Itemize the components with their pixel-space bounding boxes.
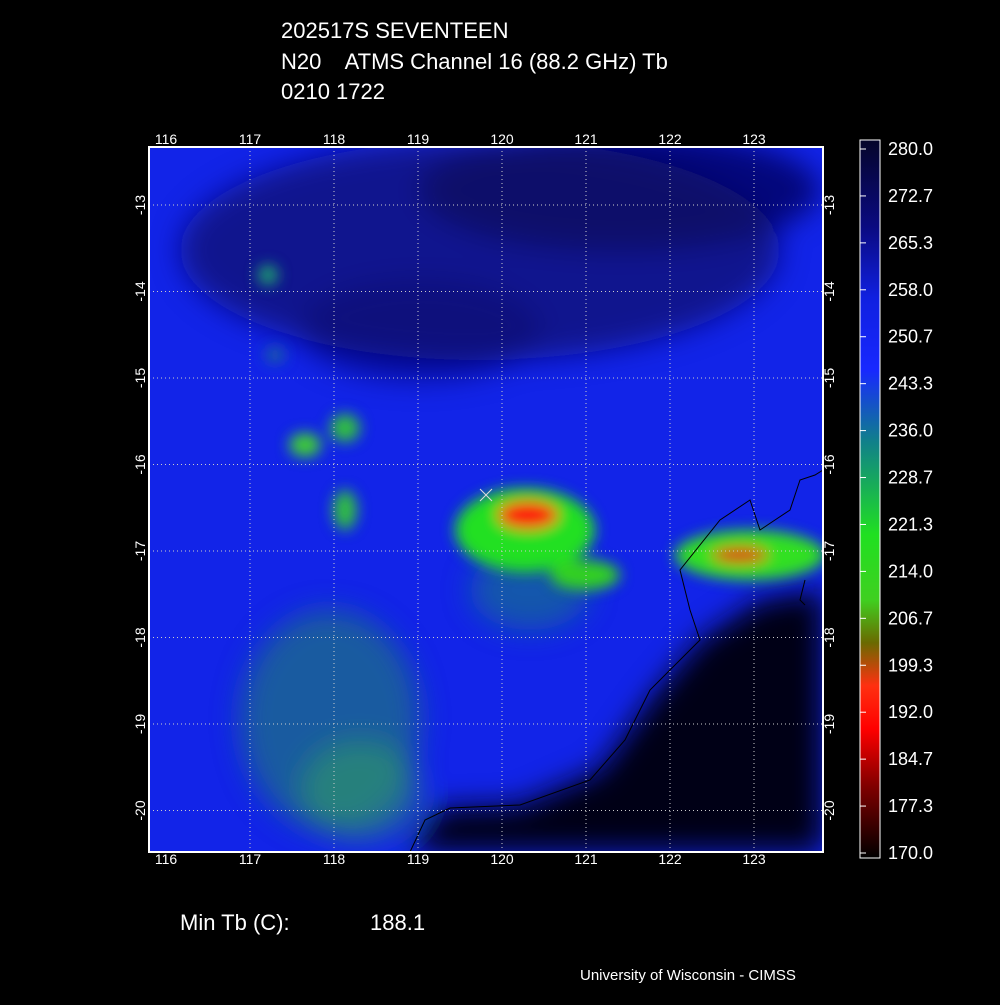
- lat-label: -13: [132, 195, 148, 215]
- lon-label: 122: [658, 851, 682, 867]
- colorbar-label: 170.0: [888, 843, 933, 863]
- title-line: 202517S SEVENTEEN: [281, 18, 508, 43]
- colorbar-label: 192.0: [888, 702, 933, 722]
- colorbar-label: 243.3: [888, 374, 933, 394]
- colorbar-label: 265.3: [888, 233, 933, 253]
- lon-label: 118: [323, 131, 346, 147]
- min-value: 188.1: [370, 910, 425, 935]
- lat-label: -15: [132, 368, 148, 388]
- lat-label: -20: [132, 800, 148, 820]
- colorbar: [859, 139, 881, 859]
- colorbar-label: 177.3: [888, 796, 933, 816]
- colorbar-label: 206.7: [888, 608, 933, 628]
- lon-label: 122: [658, 131, 682, 147]
- lat-label: -17: [132, 541, 148, 561]
- lon-label: 121: [574, 851, 598, 867]
- lat-label: -18: [132, 627, 148, 647]
- colorbar-label: 250.7: [888, 327, 933, 347]
- lat-label: -14: [132, 281, 148, 301]
- lat-label: -20: [821, 800, 837, 820]
- lat-label: -13: [821, 195, 837, 215]
- lon-label: 116: [155, 131, 178, 147]
- lon-label: 121: [574, 131, 598, 147]
- colorbar-labels: 280.0 272.7 265.3 258.0 250.7 243.3 236.0 228.7…: [860, 139, 933, 863]
- colorbar-label: 258.0: [888, 280, 933, 300]
- lon-label: 117: [239, 851, 262, 867]
- colorbar-label: 214.0: [888, 561, 933, 581]
- grid: 116 116 117 117 118 118 119 119 120 120 121 121 122 1…: [132, 131, 837, 867]
- imagery: [149, 147, 823, 852]
- colorbar-label: 184.7: [888, 749, 933, 769]
- colorbar-label: 236.0: [888, 421, 933, 441]
- map-frame: [148, 146, 824, 853]
- colorbar-label: 280.0: [888, 139, 933, 159]
- lon-label: 123: [742, 851, 766, 867]
- lon-label: 119: [407, 851, 430, 867]
- lat-label: -16: [821, 454, 837, 474]
- lon-label: 120: [490, 851, 514, 867]
- lon-label: 116: [155, 851, 178, 867]
- header: 202517S SEVENTEEN N20 ATMS Channel 16 (8…: [281, 18, 668, 104]
- lat-label: -16: [132, 454, 148, 474]
- lat-label: -19: [132, 714, 148, 734]
- lat-label: -15: [821, 368, 837, 388]
- title-line: 0210 1722: [281, 79, 385, 104]
- lat-label: -19: [821, 714, 837, 734]
- lat-label: -14: [821, 281, 837, 301]
- lon-label: 118: [323, 851, 346, 867]
- colorbar-label: 228.7: [888, 468, 933, 488]
- lon-label: 123: [742, 131, 766, 147]
- lon-label: 117: [239, 131, 262, 147]
- lat-label: -17: [821, 541, 837, 561]
- colorbar-label: 272.7: [888, 186, 933, 206]
- colorbar-label: 199.3: [888, 655, 933, 675]
- lat-label: -18: [821, 627, 837, 647]
- credit: University of Wisconsin - CIMSS: [580, 967, 796, 984]
- lon-label: 119: [407, 131, 430, 147]
- title-line: N20 ATMS Channel 16 (88.2 GHz) Tb: [281, 49, 668, 74]
- min-label: Min Tb (C):: [180, 910, 290, 935]
- colorbar-label: 221.3: [888, 514, 933, 534]
- lon-label: 120: [490, 131, 514, 147]
